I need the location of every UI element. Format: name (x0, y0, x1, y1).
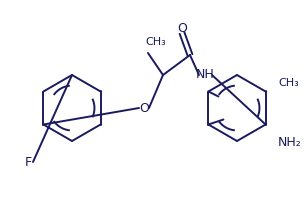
Text: NH₂: NH₂ (278, 137, 302, 149)
Text: CH₃: CH₃ (146, 37, 166, 47)
Text: NH: NH (196, 68, 214, 82)
Text: O: O (177, 21, 187, 34)
Text: O: O (139, 101, 149, 114)
Text: F: F (25, 155, 32, 169)
Text: CH₃: CH₃ (278, 78, 299, 88)
